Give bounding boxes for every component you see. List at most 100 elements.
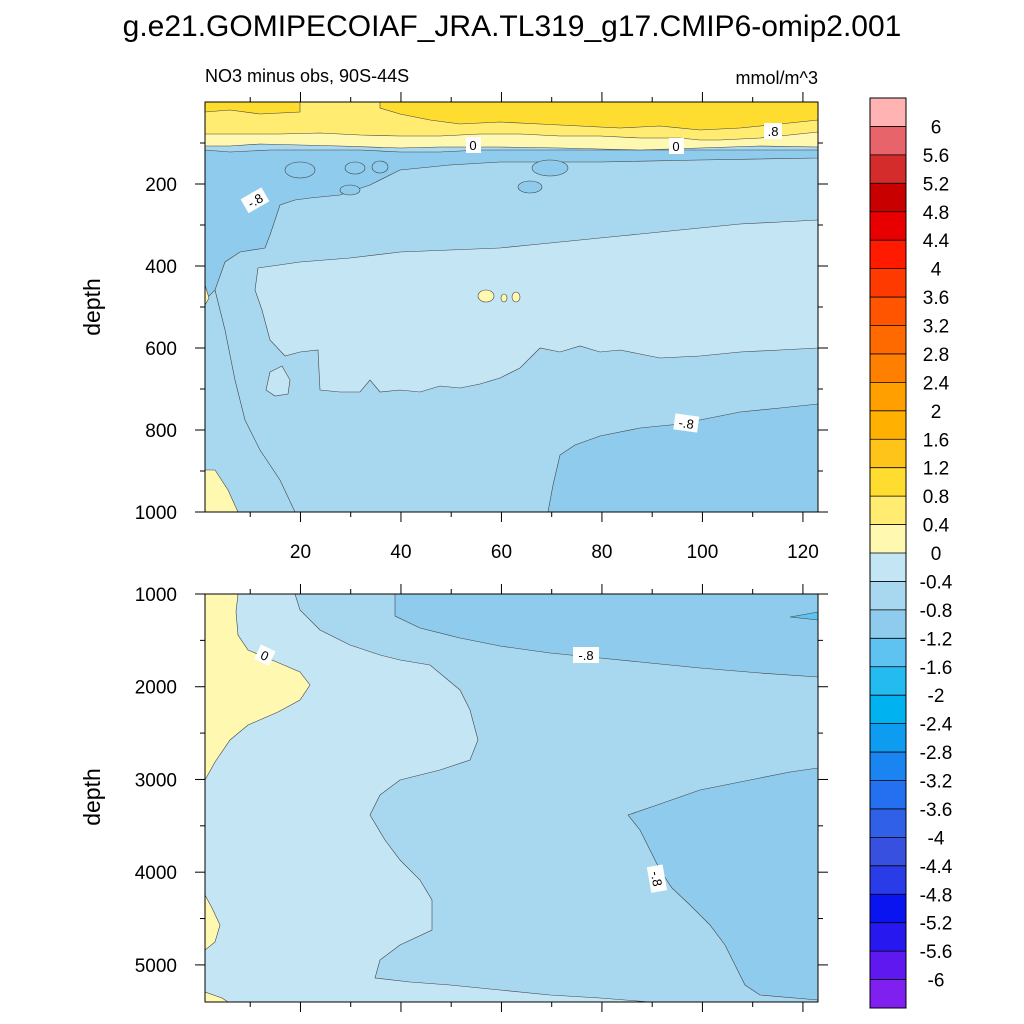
colorbar-swatch — [870, 951, 906, 980]
colorbar-label: -5.6 — [920, 942, 953, 963]
upper-ytick-label: 600 — [145, 339, 177, 360]
colorbar-swatch — [870, 581, 906, 611]
colorbar-label: -0.8 — [920, 601, 953, 622]
colorbar-swatch — [870, 865, 906, 895]
colorbar-label: 2.8 — [923, 345, 949, 366]
upper-band-light — [254, 219, 818, 393]
upper-contour-fill — [205, 102, 818, 512]
lower-band-pale-corner — [205, 991, 229, 1002]
upper-band-surface-gold — [379, 102, 818, 131]
colorbar-label: -1.2 — [920, 629, 953, 650]
colorbar-label: 3.2 — [923, 317, 949, 338]
colorbar-label: 0.8 — [923, 487, 949, 508]
colorbar-label: -5.2 — [920, 914, 953, 935]
colorbar-swatch — [870, 666, 906, 696]
lower-clabel-2: -.8 — [578, 648, 593, 663]
colorbar-swatch — [870, 240, 906, 269]
colorbar-swatch — [870, 496, 906, 525]
colorbar-swatch — [870, 808, 906, 838]
colorbar-label: 0 — [931, 544, 942, 565]
upper-contour-labels: 0 0 .8 -.8 -.8 — [240, 123, 782, 433]
colorbar-swatch — [870, 297, 906, 326]
colorbar-label: 1.2 — [923, 459, 949, 480]
colorbar-swatch — [870, 553, 906, 582]
lower-plot-frame — [204, 593, 819, 1003]
upper-xtick-label: 40 — [390, 542, 411, 563]
upper-band-surface-gold-left — [205, 102, 301, 115]
colorbar-label: 4.8 — [923, 203, 949, 224]
colorbar-label: -2.8 — [920, 743, 953, 764]
upper-patch-light — [265, 365, 291, 397]
upper-patch-left-edge — [205, 284, 210, 306]
upper-line-left-deep — [214, 289, 296, 512]
panel-subtitle-right: mmol/m^3 — [736, 68, 818, 88]
colorbar-label: 2 — [931, 402, 942, 423]
colorbar-label: 4 — [931, 260, 942, 281]
upper-clabel-2: 0 — [672, 139, 679, 154]
lower-contour-labels: 0 -.8 -.8 — [254, 644, 668, 893]
colorbar-swatch — [870, 752, 906, 781]
lower-clabel-3: -.8 — [648, 870, 665, 888]
colorbar-swatch — [870, 695, 906, 724]
upper-patch-dark-4 — [531, 159, 569, 177]
upper-xtick-label: 120 — [787, 542, 819, 563]
colorbar-label: -2 — [928, 686, 945, 707]
colorbar-swatch — [870, 126, 906, 156]
colorbar-swatch — [870, 439, 906, 468]
colorbar-label: 0.4 — [923, 516, 950, 537]
colorbar-swatch — [870, 353, 906, 383]
colorbar-swatch — [870, 922, 906, 952]
upper-patch-dark-3 — [371, 160, 389, 174]
colorbar-label: 5.6 — [923, 146, 949, 167]
colorbar-swatch — [870, 723, 906, 753]
lower-band-pale-bottom-left — [205, 894, 221, 951]
lower-band-pale-left — [205, 594, 311, 781]
colorbar-label: 2.4 — [923, 373, 950, 394]
upper-panel: 20 40 60 80 100 120 200 400 600 800 1000 0 0 .8 -.… — [79, 92, 828, 563]
colorbar-frame — [869, 97, 907, 1009]
lower-band-dark-top — [394, 594, 818, 678]
colorbar: 6 5.6 5.2 4.8 4.4 4 3.6 3.2 2.8 2.4 2 1.6 1.2 0.8 0.4 0… — [869, 97, 953, 1009]
colorbar-swatch — [870, 183, 906, 213]
upper-clabel-1: 0 — [469, 138, 476, 153]
colorbar-label: -3.2 — [920, 772, 953, 793]
upper-xtick-label: 60 — [491, 542, 512, 563]
lower-contour-fill — [205, 594, 818, 1002]
colorbar-swatch — [870, 268, 906, 298]
colorbar-label: 1.6 — [923, 430, 949, 451]
upper-ytick-label: 1000 — [135, 503, 177, 524]
upper-patch-bottom-left — [205, 469, 239, 512]
colorbar-swatch — [870, 894, 906, 923]
colorbar-label: -3.6 — [920, 800, 953, 821]
lower-ytick-label: 3000 — [135, 770, 177, 791]
lower-band-darker-patch — [789, 611, 818, 621]
upper-xtick-label: 80 — [591, 542, 612, 563]
upper-patch-dark-6 — [339, 184, 361, 196]
colorbar-swatch — [870, 98, 906, 127]
upper-patch-dark-1 — [284, 161, 316, 179]
colorbar-swatch — [870, 410, 906, 440]
upper-clabel-3: .8 — [768, 124, 779, 139]
colorbar-label: -0.4 — [920, 572, 953, 593]
upper-patch-dark-5 — [517, 180, 543, 194]
lower-ticks: 1000 2000 3000 4000 5000 — [135, 584, 828, 1012]
colorbar-label: 4.4 — [923, 231, 950, 252]
upper-ytick-label: 200 — [145, 175, 177, 196]
colorbar-swatch — [870, 780, 906, 810]
colorbar-swatch — [870, 638, 906, 668]
colorbar-label: -1.6 — [920, 658, 953, 679]
colorbar-swatch — [870, 154, 906, 184]
upper-xtick-label: 100 — [687, 542, 719, 563]
upper-xtick-label: 20 — [290, 542, 311, 563]
colorbar-swatch — [870, 467, 906, 497]
upper-ytick-label: 400 — [145, 257, 177, 278]
upper-patch-pale-2 — [500, 293, 508, 303]
colorbar-swatch — [870, 979, 906, 1009]
colorbar-label: 5.2 — [923, 174, 949, 195]
main-title: g.e21.GOMIPECOIAF_JRA.TL319_g17.CMIP6-om… — [123, 10, 902, 43]
colorbar-label: -6 — [928, 971, 945, 992]
colorbar-swatch — [870, 325, 906, 355]
colorbar-label: 6 — [931, 117, 942, 138]
lower-panel: 1000 2000 3000 4000 5000 0 -.8 -.8 depth — [79, 584, 828, 1012]
